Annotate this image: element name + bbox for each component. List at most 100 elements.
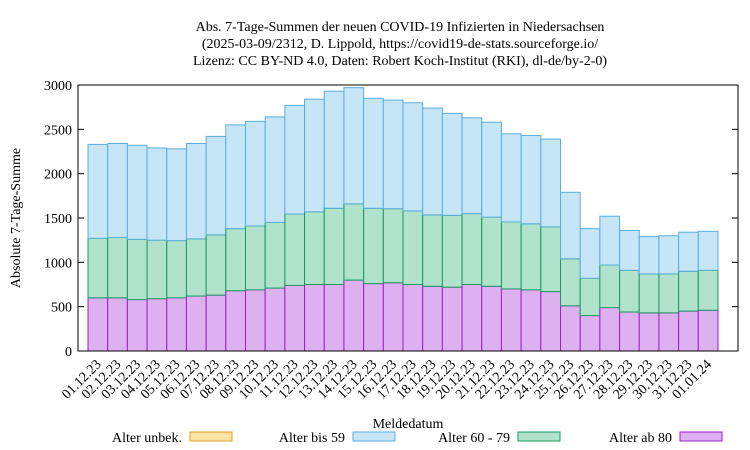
bar-segment <box>343 203 365 281</box>
bar-segment <box>402 284 424 352</box>
bar-segment <box>461 284 483 352</box>
chart-title: Abs. 7-Tage-Summen der neuen COVID-19 In… <box>196 20 605 35</box>
bar-segment <box>579 228 601 279</box>
bar-segment <box>185 143 207 240</box>
bar-segment <box>284 213 306 286</box>
bar-segment <box>146 239 168 300</box>
bar-segment <box>638 236 660 275</box>
bar-segment <box>422 214 443 287</box>
bar-segment <box>461 213 483 285</box>
bar-segment <box>382 282 404 352</box>
legend-label: Alter unbek. <box>112 431 182 446</box>
bar-segment <box>205 234 227 296</box>
bar-segment <box>500 133 522 223</box>
bar-segment <box>126 238 148 301</box>
y-axis-label: Absolute 7-Tage-Summe <box>9 148 24 288</box>
bar-segment <box>126 299 148 352</box>
bar-segment <box>304 284 325 352</box>
bar-segment <box>264 287 286 352</box>
bar-segment <box>304 211 325 285</box>
bar-segment <box>284 284 306 352</box>
bar-segment <box>422 285 443 352</box>
bar-segment <box>146 298 168 352</box>
bar-segment <box>599 307 621 352</box>
bar-segment <box>697 309 719 352</box>
bar-segment <box>481 216 502 287</box>
bar-segment <box>658 312 680 352</box>
bar-segment <box>599 215 621 266</box>
bar-segment <box>87 237 109 299</box>
bar-segment <box>658 235 680 275</box>
bar-segment <box>363 97 384 209</box>
bar-segment <box>363 207 384 285</box>
bar-segment <box>441 214 463 288</box>
chart-title: (2025-03-09/2312, D. Lippold, https://co… <box>202 37 598 52</box>
bar-segment <box>225 228 246 292</box>
bar-segment <box>560 191 581 260</box>
bar-segment <box>461 117 483 215</box>
bar-segment <box>205 135 227 236</box>
bar-segment <box>500 221 522 290</box>
bar-segment <box>540 291 561 352</box>
bar-segment <box>441 286 463 352</box>
bar-segment <box>107 297 128 352</box>
bar-segment <box>343 87 365 205</box>
bar-segment <box>245 120 266 227</box>
bar-segment <box>638 273 660 314</box>
bar-segment <box>579 277 601 317</box>
bar-segment <box>697 269 719 311</box>
bar-segment <box>323 284 345 352</box>
bar-segment <box>284 104 306 215</box>
bar-segment <box>264 116 286 223</box>
bar-segment <box>638 312 660 352</box>
bar-segment <box>363 283 384 352</box>
bar-segment <box>343 279 365 352</box>
legend-swatch <box>189 431 233 442</box>
bar-segment <box>599 264 621 309</box>
bar-segment <box>323 207 345 286</box>
y-tick-label: 500 <box>51 301 72 316</box>
bar-segment <box>422 107 443 216</box>
bar-segment <box>185 238 207 297</box>
bar-segment <box>520 223 542 291</box>
bar-segment <box>540 138 561 228</box>
legend-swatch <box>679 431 723 442</box>
x-axis-label: Meldedatum <box>373 417 444 432</box>
bar-segment <box>560 305 581 352</box>
bar-segment <box>678 310 699 352</box>
bar-segment <box>402 210 424 285</box>
y-tick-label: 1000 <box>44 256 72 271</box>
plot-border <box>77 84 739 352</box>
bar-segment <box>107 237 128 299</box>
bar-segment <box>166 297 187 352</box>
bar-segment <box>520 289 542 352</box>
bar-segment <box>225 290 246 352</box>
legend-label: Alter 60 - 79 <box>438 431 510 446</box>
bar-segment <box>481 121 502 218</box>
y-tick-label: 1500 <box>44 212 72 227</box>
bar-segment <box>579 315 601 352</box>
bar-segment <box>87 297 109 352</box>
bar-segment <box>697 230 719 271</box>
bar-segment <box>560 258 581 307</box>
bar-segment <box>185 295 207 352</box>
bar-segment <box>264 221 286 289</box>
legend-label: Alter ab 80 <box>609 431 672 446</box>
bar-segment <box>540 226 561 293</box>
bar-segment <box>619 229 640 271</box>
bar-segment <box>678 270 699 312</box>
bar-segment <box>619 311 640 352</box>
bar-segment <box>205 294 227 352</box>
bar-segment <box>441 112 463 216</box>
bar-segment <box>323 90 345 209</box>
bar-segment <box>87 143 109 239</box>
bar-segment <box>166 240 187 299</box>
bar-segment <box>481 285 502 352</box>
bar-segment <box>225 124 246 230</box>
legend-label: Alter bis 59 <box>279 431 345 446</box>
bar-segment <box>619 269 640 313</box>
bar-segment <box>304 98 325 213</box>
legend-swatch <box>517 431 561 442</box>
bar-segment <box>520 135 542 225</box>
